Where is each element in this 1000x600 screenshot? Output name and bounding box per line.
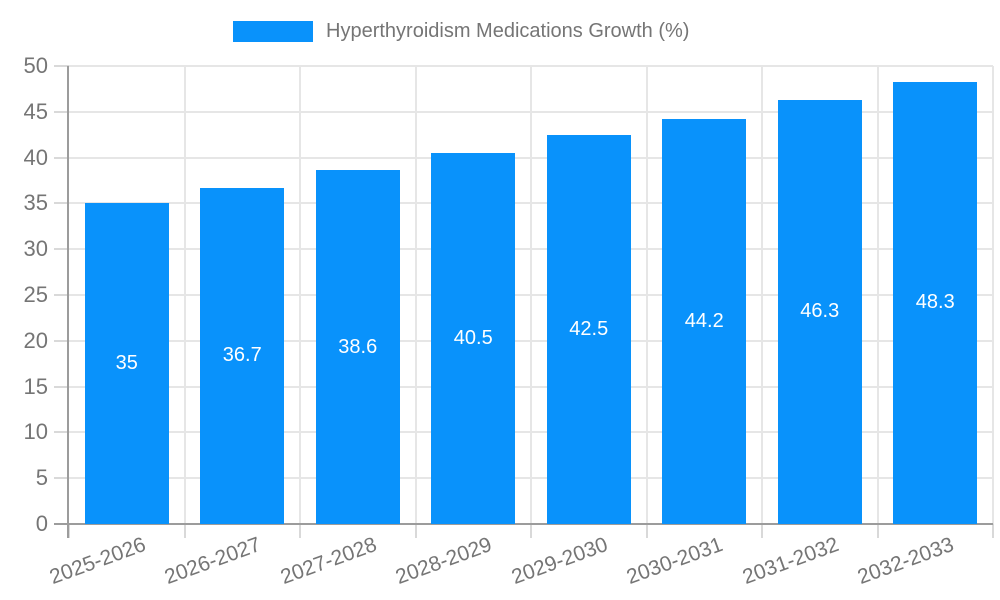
bar-value-label: 38.6 [338,335,378,358]
y-tick [54,65,69,67]
bar: 38.6 [315,170,400,524]
x-axis-line [54,523,993,525]
y-tick [54,110,69,113]
x-tick [530,524,532,538]
bar: 48.3 [893,81,978,524]
y-tick-label: 25 [23,282,48,307]
chart-legend-item[interactable]: Hyperthyroidism Medications Growth (%) [233,20,689,43]
v-gridline [645,66,648,524]
bar-value-label: 44.2 [684,310,724,333]
y-tick [54,431,69,434]
bar-value-label: 46.3 [800,300,840,323]
y-axis-line [67,66,69,538]
bar: 46.3 [777,99,862,524]
bar-value-label: 48.3 [915,291,955,314]
y-tick-label: 10 [23,419,48,445]
y-tick-label: 20 [23,327,48,353]
v-gridline [761,66,763,524]
bar: 35 [84,203,169,524]
y-tick [54,385,69,388]
x-tick [992,524,994,538]
y-tick-label: 45 [23,98,48,124]
bar-value-label: 36.7 [222,344,262,367]
y-tick-label: 0 [35,511,48,536]
legend-label: Hyperthyroidism Medications Growth (%) [326,20,690,42]
x-tick [876,524,879,538]
v-gridline [183,66,186,524]
bar: 42.5 [546,134,631,524]
x-tick [183,524,186,538]
v-gridline [299,66,301,524]
y-tick [54,477,69,480]
bar-value-label: 42.5 [569,317,609,340]
bar-value-label: 40.5 [453,327,493,349]
x-tick [68,524,70,538]
v-gridline [530,66,532,524]
bar-value-label: 35 [115,352,138,375]
legend-color-swatch [233,21,313,42]
v-gridline [992,66,994,524]
y-tick [54,248,69,251]
y-tick [54,294,69,296]
y-tick-label: 30 [23,236,48,262]
y-tick-label: 50 [23,53,48,78]
y-tick [54,339,69,342]
v-gridline [414,66,417,524]
x-tick [299,524,301,538]
y-tick [54,202,69,205]
x-tick [761,524,763,538]
v-gridline [876,66,879,524]
x-tick [414,524,417,538]
bar: 40.5 [431,153,516,524]
bar: 36.7 [200,187,285,524]
y-tick-label: 35 [23,190,48,216]
y-tick [54,156,69,159]
y-tick-label: 40 [23,144,48,170]
y-tick-label: 15 [23,373,48,399]
bar: 44.2 [662,119,747,524]
y-tick-label: 5 [35,465,48,491]
x-tick [645,524,648,538]
